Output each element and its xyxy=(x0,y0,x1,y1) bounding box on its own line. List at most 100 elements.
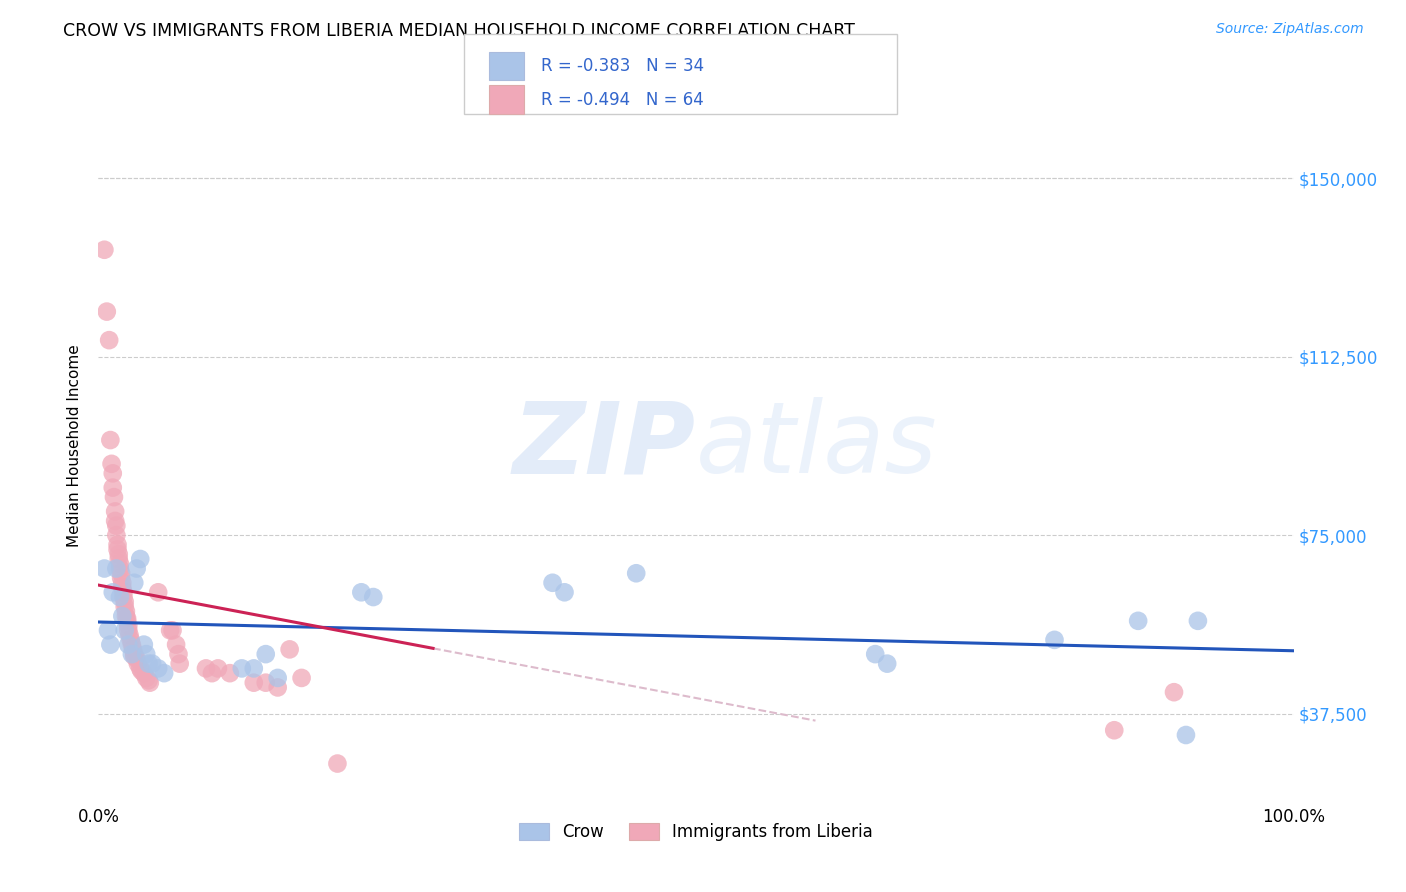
Point xyxy=(1104,723,1126,738)
Point xyxy=(112,585,135,599)
Point xyxy=(111,581,134,595)
Point xyxy=(291,671,314,685)
Point xyxy=(138,657,160,671)
Point xyxy=(267,671,290,685)
Point xyxy=(101,585,124,599)
Point xyxy=(254,675,277,690)
Point xyxy=(115,614,138,628)
Point xyxy=(169,657,191,671)
Point xyxy=(1043,632,1066,647)
Point xyxy=(129,552,152,566)
Point xyxy=(105,561,128,575)
Point xyxy=(114,595,136,609)
Point xyxy=(96,304,118,318)
Text: ZIP: ZIP xyxy=(513,398,696,494)
Point xyxy=(98,333,121,347)
Point xyxy=(124,575,146,590)
Point xyxy=(165,638,187,652)
Point xyxy=(108,557,131,571)
Point xyxy=(110,566,132,581)
Point xyxy=(141,657,163,671)
Legend: Crow, Immigrants from Liberia: Crow, Immigrants from Liberia xyxy=(512,816,880,848)
Point xyxy=(97,624,120,638)
Point xyxy=(125,652,148,666)
Point xyxy=(101,467,124,481)
Point xyxy=(105,518,128,533)
Point xyxy=(111,575,134,590)
Point xyxy=(243,675,266,690)
Point xyxy=(125,561,148,575)
Point xyxy=(267,681,290,695)
Point xyxy=(138,673,160,688)
Point xyxy=(132,638,155,652)
Point xyxy=(104,504,127,518)
Point xyxy=(115,609,138,624)
Point xyxy=(112,590,135,604)
Point xyxy=(1175,728,1198,742)
Point xyxy=(117,638,139,652)
Point xyxy=(201,666,224,681)
Point xyxy=(159,624,181,638)
Point xyxy=(1187,614,1209,628)
Point xyxy=(135,647,157,661)
Text: atlas: atlas xyxy=(696,398,938,494)
Point xyxy=(167,647,190,661)
Point xyxy=(231,661,253,675)
Point xyxy=(93,243,115,257)
Point xyxy=(107,538,129,552)
Point xyxy=(93,561,115,575)
Point xyxy=(107,547,129,561)
Point xyxy=(326,756,349,771)
Point xyxy=(114,624,136,638)
Point xyxy=(107,542,129,557)
Point xyxy=(121,647,143,661)
Point xyxy=(108,590,131,604)
Text: Source: ZipAtlas.com: Source: ZipAtlas.com xyxy=(1216,22,1364,37)
Point xyxy=(103,490,125,504)
Point xyxy=(554,585,576,599)
Point xyxy=(207,661,229,675)
Point xyxy=(120,632,142,647)
Point xyxy=(363,590,385,604)
Point xyxy=(124,647,146,661)
Point xyxy=(104,514,127,528)
Point xyxy=(350,585,373,599)
Point xyxy=(135,671,157,685)
Point xyxy=(243,661,266,675)
Point xyxy=(121,638,143,652)
Point xyxy=(278,642,301,657)
Point xyxy=(117,618,139,632)
Point xyxy=(153,666,176,681)
Point xyxy=(114,599,136,614)
Point xyxy=(110,571,132,585)
Point xyxy=(124,649,146,664)
Point xyxy=(129,661,152,675)
Point xyxy=(254,647,277,661)
Text: R = -0.494   N = 64: R = -0.494 N = 64 xyxy=(541,91,704,109)
Point xyxy=(1128,614,1150,628)
Point xyxy=(148,585,170,599)
Point xyxy=(117,624,139,638)
Point xyxy=(139,675,162,690)
Point xyxy=(122,642,145,657)
Point xyxy=(100,457,122,471)
Point xyxy=(101,481,124,495)
Point xyxy=(115,611,138,625)
Point xyxy=(115,604,138,618)
Point xyxy=(132,666,155,681)
Text: CROW VS IMMIGRANTS FROM LIBERIA MEDIAN HOUSEHOLD INCOME CORRELATION CHART: CROW VS IMMIGRANTS FROM LIBERIA MEDIAN H… xyxy=(63,22,855,40)
Point xyxy=(108,561,131,575)
Point xyxy=(876,657,898,671)
Point xyxy=(541,575,564,590)
Point xyxy=(98,638,122,652)
Point xyxy=(118,628,141,642)
Point xyxy=(626,566,648,581)
Y-axis label: Median Household Income: Median Household Income xyxy=(67,344,83,548)
Point xyxy=(105,528,128,542)
Point xyxy=(107,552,129,566)
Text: R = -0.383   N = 34: R = -0.383 N = 34 xyxy=(541,57,704,75)
Point xyxy=(1163,685,1185,699)
Point xyxy=(131,664,153,678)
Point xyxy=(127,657,149,671)
Point xyxy=(162,624,184,638)
